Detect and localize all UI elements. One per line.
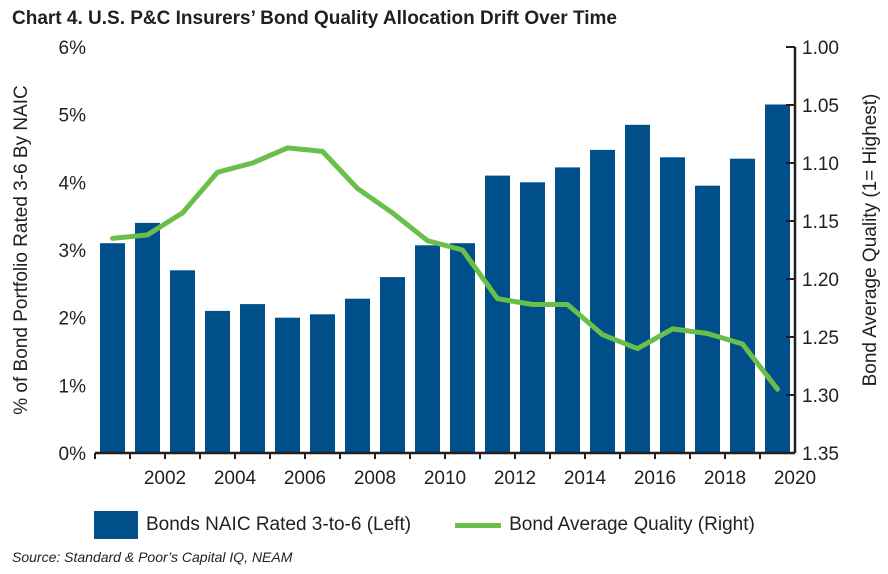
y-right-tick-label: 1.10 [802,154,839,175]
x-tick-label: 2014 [564,468,607,489]
legend-label-line: Bond Average Quality (Right) [509,514,755,535]
y-left-axis-title: % of Bond Portfolio Rated 3-6 By NAIC [11,85,32,415]
legend: Bonds NAIC Rated 3-to-6 (Left) Bond Aver… [94,511,755,539]
bar-2010 [450,243,475,453]
bar-2015 [625,124,650,454]
bar-2011 [485,175,510,453]
x-tick-label: 2008 [354,468,396,489]
legend-item-line: Bond Average Quality (Right) [455,514,755,536]
bar-2019 [765,104,790,453]
bar-2014 [590,149,615,453]
y-left-tick-label: 0% [59,444,87,465]
axes-group: 0% 1% 2% 3% 4% 5% 6% 1.00 1.05 1.10 1.15 1.20 1.25 1.… [11,38,881,489]
bar-2018 [730,158,755,453]
y-right-tick-label: 1.30 [802,386,839,407]
y-right-tick-label: 1.20 [802,270,839,291]
x-tick-label: 2016 [634,468,676,489]
y-left-tick-label: 3% [59,241,87,262]
y-left-tick-label: 2% [59,309,87,330]
y-right-tick-label: 1.05 [802,96,839,117]
bars-group [100,104,790,454]
x-tick-label: 2010 [424,468,466,489]
chart-title: Chart 4. U.S. P&C Insurers’ Bond Quality… [12,8,617,29]
legend-swatch-line [455,522,502,528]
bar-2017 [695,185,720,453]
bar-2004 [240,304,265,453]
y-left-tick-label: 6% [59,38,87,59]
y-left-tick-label: 4% [59,173,87,194]
bar-2005 [275,317,300,453]
y-left-tick-label: 1% [59,376,87,397]
x-tick-label: 2012 [494,468,536,489]
bar-2003 [205,310,230,453]
bar-2002 [170,270,195,453]
bar-2012 [520,182,545,454]
y-right-tick-label: 1.15 [802,212,839,233]
bar-2008 [380,277,405,453]
legend-swatch-bars [94,511,138,539]
bar-2009 [415,245,440,453]
x-tick-label: 2020 [774,468,816,489]
bar-2007 [345,298,370,453]
y-right-axis-title: Bond Average Quality (1= Highest) [860,94,881,387]
legend-label-bars: Bonds NAIC Rated 3-to-6 (Left) [146,514,412,535]
bar-2000 [100,243,125,453]
bar-2006 [310,314,335,453]
bar-2016 [660,157,685,454]
bar-2001 [135,222,160,453]
x-tick-label: 2006 [284,468,326,489]
source-note: Source: Standard & Poor’s Capital IQ, NE… [12,549,293,565]
quality-line [110,145,780,392]
legend-item-bars: Bonds NAIC Rated 3-to-6 (Left) [94,511,411,539]
x-tick-label: 2002 [144,468,186,489]
x-tick-label: 2018 [704,468,746,489]
y-right-tick-label: 1.25 [802,328,839,349]
y-right-tick-label: 1.00 [802,38,839,59]
y-left-tick-label: 5% [59,106,87,127]
line-group [110,145,780,392]
chart-plot-area: 0% 1% 2% 3% 4% 5% 6% 1.00 1.05 1.10 1.15 1.20 1.25 1.… [11,38,881,489]
x-tick-label: 2004 [214,468,257,489]
y-right-tick-label: 1.35 [802,444,839,465]
